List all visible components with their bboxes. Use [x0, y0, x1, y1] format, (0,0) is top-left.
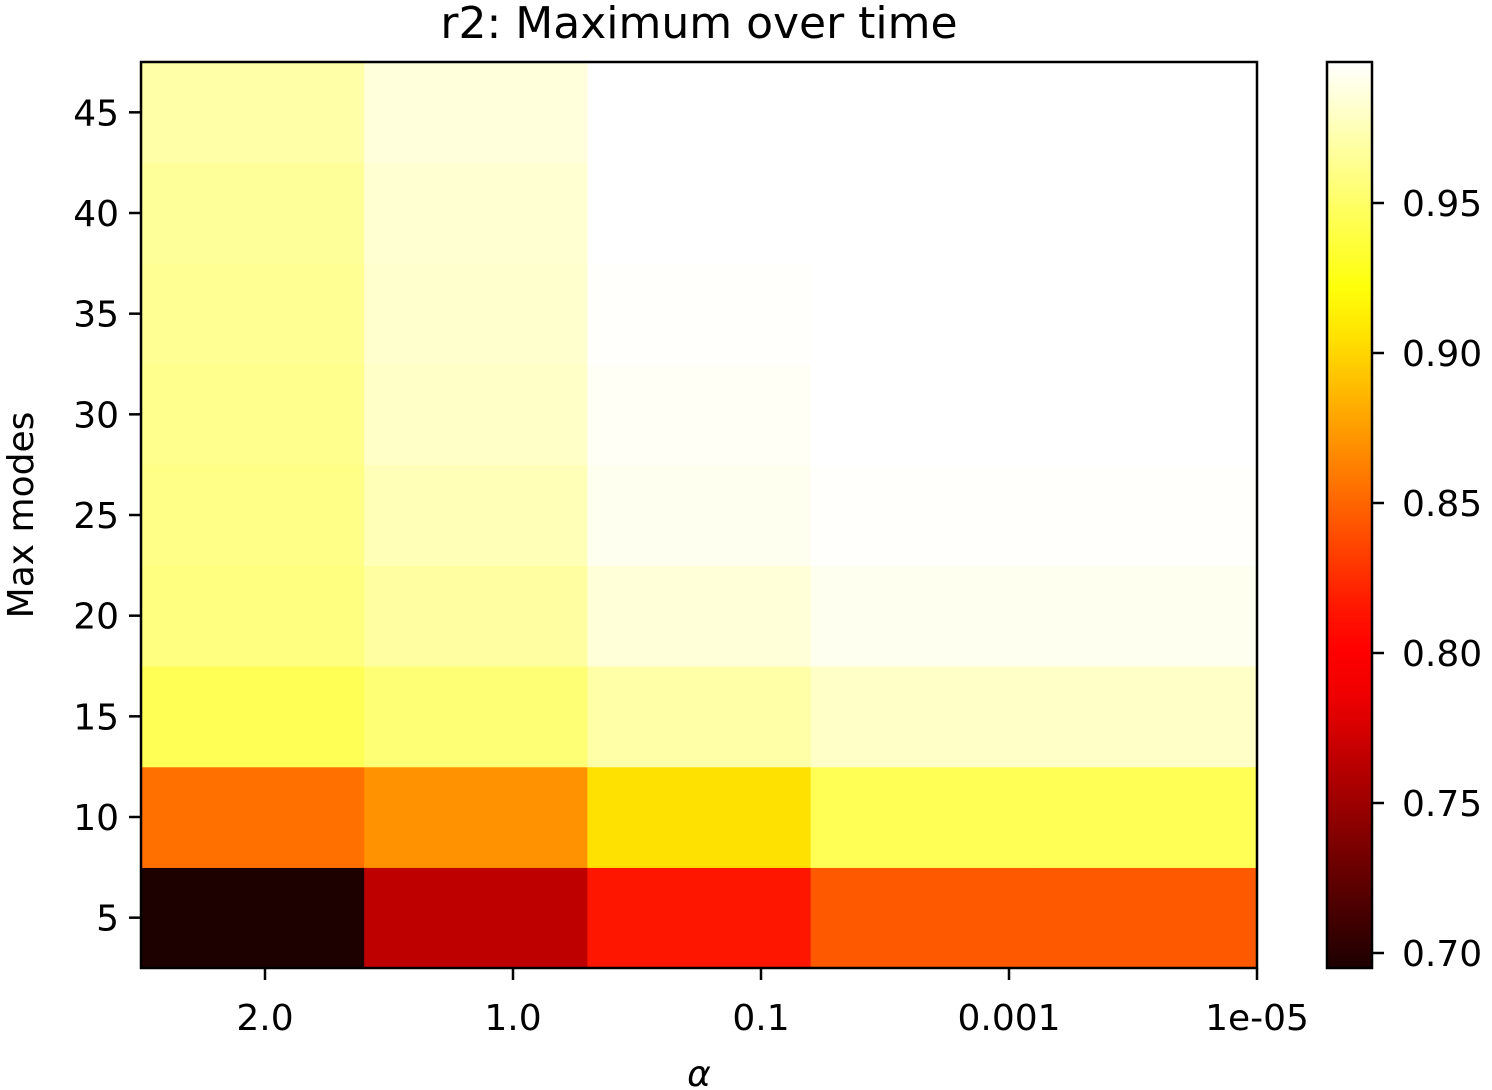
- heatmap-cell: [587, 565, 812, 667]
- heatmap-cell: [364, 565, 588, 667]
- heatmap-cell: [364, 62, 588, 164]
- heatmap-cell: [364, 162, 588, 264]
- heatmap-cell: [587, 867, 812, 969]
- heatmap-cell: [364, 867, 588, 969]
- colorbar-tick-label: 0.85: [1402, 484, 1482, 525]
- heatmap-cell: [810, 364, 1035, 466]
- colorbar-tick-label: 0.80: [1402, 634, 1482, 675]
- y-tick-label: 40: [73, 194, 119, 235]
- heatmap-cell: [364, 364, 588, 466]
- heatmap-cell: [1033, 364, 1258, 466]
- heatmap-cell: [364, 666, 588, 768]
- y-axis-ticks: 5 10 15 20 25 30 35 40 45: [73, 93, 141, 940]
- heatmap-cell: [141, 263, 365, 365]
- y-tick-label: 15: [73, 697, 119, 738]
- x-tick-label: 1.0: [484, 998, 541, 1039]
- colorbar-ticks: 0.70 0.75 0.80 0.85 0.90 0.95: [1372, 184, 1482, 975]
- heatmap-cell: [587, 263, 812, 365]
- heatmap-cell: [810, 263, 1035, 365]
- colorbar-tick-label: 0.70: [1402, 934, 1482, 975]
- heatmap-cell: [1033, 62, 1258, 164]
- heatmap-cell: [810, 666, 1035, 768]
- heatmap-cell: [810, 565, 1035, 667]
- heatmap-cell: [364, 464, 588, 566]
- heatmap-cell: [364, 766, 588, 868]
- heatmap-cell: [810, 464, 1035, 566]
- heatmap-cell: [141, 565, 365, 667]
- heatmap-cell: [1033, 162, 1258, 264]
- y-tick-label: 25: [73, 496, 119, 537]
- heatmap-cells: [141, 62, 1258, 969]
- chart-title: r2: Maximum over time: [440, 0, 957, 49]
- heatmap-cell: [1033, 766, 1258, 868]
- heatmap-cell: [1033, 565, 1258, 667]
- x-axis-ticks: 2.0 1.0 0.1 0.001 1e-05: [236, 968, 1309, 1039]
- heatmap-cell: [1033, 464, 1258, 566]
- heatmap-cell: [810, 867, 1035, 969]
- colorbar-tick-label: 0.75: [1402, 784, 1482, 825]
- heatmap-cell: [1033, 867, 1258, 969]
- y-tick-label: 30: [73, 395, 119, 436]
- heatmap-cell: [141, 867, 365, 969]
- heatmap-cell: [141, 364, 365, 466]
- heatmap-cell: [141, 62, 365, 164]
- y-tick-label: 45: [73, 93, 119, 134]
- heatmap-cell: [587, 666, 812, 768]
- heatmap-cell: [141, 464, 365, 566]
- heatmap-cell: [810, 766, 1035, 868]
- heatmap-cell: [364, 263, 588, 365]
- heatmap-cell: [1033, 263, 1258, 365]
- heatmap-cell: [587, 162, 812, 264]
- x-tick-label: 0.1: [732, 998, 789, 1039]
- heatmap-cell: [810, 162, 1035, 264]
- colorbar-frame: [1325, 60, 1374, 970]
- x-tick-label: 1e-05: [1205, 998, 1309, 1039]
- heatmap-cell: [141, 666, 365, 768]
- heatmap-cell: [1033, 666, 1258, 768]
- heatmap-cell: [587, 364, 812, 466]
- heatmap-cell: [587, 766, 812, 868]
- y-tick-label: 10: [73, 798, 119, 839]
- colorbar: [1327, 62, 1372, 968]
- heatmap-cell: [810, 62, 1035, 164]
- heatmap-cell: [587, 62, 812, 164]
- x-axis-label: α: [687, 1054, 711, 1090]
- heatmap-cell: [141, 766, 365, 868]
- y-tick-label: 5: [96, 899, 119, 940]
- heatmap-cell: [587, 464, 812, 566]
- y-tick-label: 20: [73, 597, 119, 638]
- y-axis-label: Max modes: [1, 412, 42, 619]
- colorbar-tick-label: 0.90: [1402, 334, 1482, 375]
- x-tick-label: 0.001: [957, 998, 1060, 1039]
- y-tick-label: 35: [73, 295, 119, 336]
- x-tick-label: 2.0: [236, 998, 293, 1039]
- colorbar-tick-label: 0.95: [1402, 184, 1482, 225]
- heatmap-cell: [141, 162, 365, 264]
